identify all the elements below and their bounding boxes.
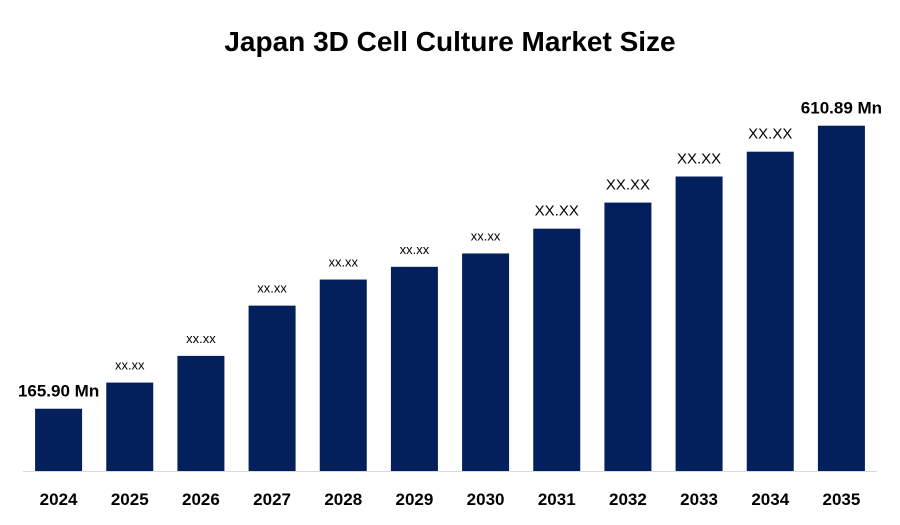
bar xyxy=(675,176,723,471)
data-label: 610.89 Mn xyxy=(801,99,882,118)
data-label: xx.xx xyxy=(400,242,430,257)
x-tick-label: 2029 xyxy=(396,490,434,509)
bar xyxy=(177,355,225,471)
bar xyxy=(604,202,652,471)
data-label: XX.XX xyxy=(677,151,721,168)
data-label: xx.xx xyxy=(257,281,287,296)
bar xyxy=(35,408,83,471)
bar xyxy=(319,279,367,471)
bar xyxy=(248,305,296,471)
x-tick-label: 2031 xyxy=(538,490,576,509)
data-label: XX.XX xyxy=(535,203,579,220)
data-label: xx.xx xyxy=(115,358,145,373)
x-tick-label: 2032 xyxy=(609,490,647,509)
bar xyxy=(462,253,510,471)
x-tick-label: 2025 xyxy=(111,490,149,509)
x-tick-label: 2024 xyxy=(40,490,78,509)
data-label: xx.xx xyxy=(471,228,501,243)
bar xyxy=(106,382,154,471)
x-tick-label: 2030 xyxy=(467,490,505,509)
data-label: XX.XX xyxy=(606,177,650,194)
bar xyxy=(746,151,794,472)
data-label: 165.90 Mn xyxy=(18,382,99,401)
bar xyxy=(390,266,438,471)
data-label: xx.xx xyxy=(186,331,216,346)
data-label: xx.xx xyxy=(328,255,358,270)
data-label: XX.XX xyxy=(748,126,792,143)
x-tick-label: 2028 xyxy=(324,490,362,509)
x-tick-label: 2034 xyxy=(751,490,789,509)
x-tick-label: 2035 xyxy=(823,490,861,509)
x-tick-label: 2033 xyxy=(680,490,718,509)
x-tick-label: 2026 xyxy=(182,490,220,509)
x-tick-label: 2027 xyxy=(253,490,291,509)
bar xyxy=(817,125,865,471)
bar xyxy=(533,228,581,471)
chart-title: Japan 3D Cell Culture Market Size xyxy=(224,26,675,57)
